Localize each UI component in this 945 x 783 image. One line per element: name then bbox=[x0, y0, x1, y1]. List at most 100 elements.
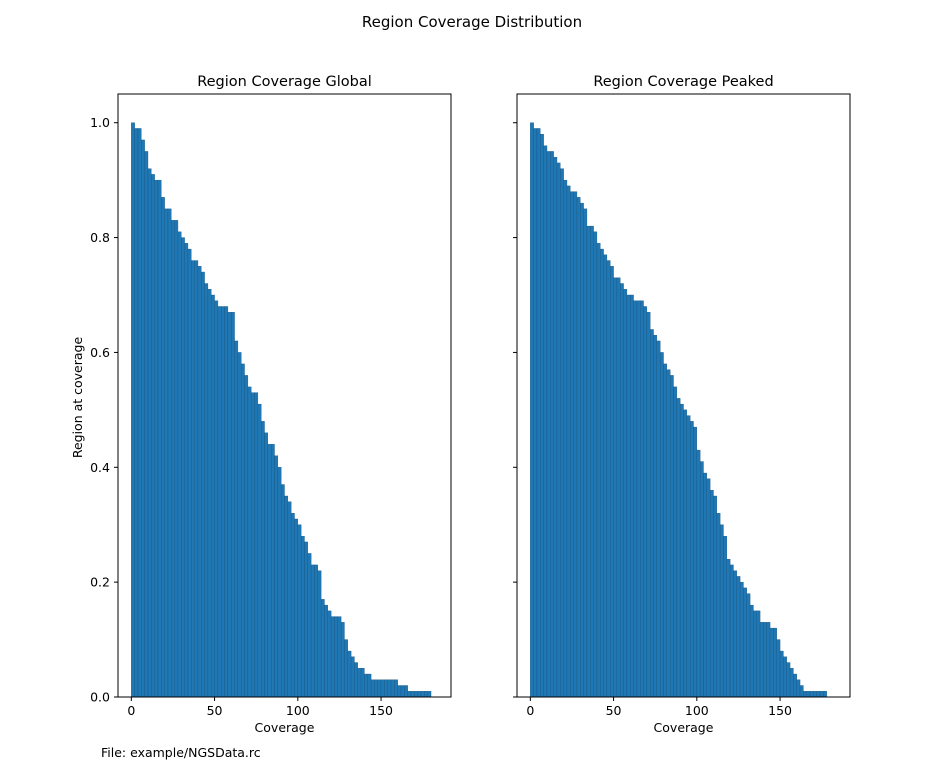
bar-peaked-10 bbox=[563, 179, 568, 698]
bar-peaked-20 bbox=[596, 243, 601, 698]
bar-global-21 bbox=[201, 271, 205, 698]
bar-global-55 bbox=[314, 564, 318, 698]
bar-global-42 bbox=[271, 444, 275, 698]
bar-peaked-65 bbox=[746, 593, 751, 698]
bar-global-73 bbox=[374, 679, 378, 698]
bar-peaked-41 bbox=[666, 369, 671, 698]
bar-peaked-58 bbox=[723, 536, 727, 698]
bar-peaked-86 bbox=[816, 691, 821, 698]
bar-peaked-22 bbox=[603, 254, 608, 698]
bar-global-46 bbox=[284, 495, 289, 698]
bar-peaked-82 bbox=[803, 691, 807, 698]
bar-global-59 bbox=[327, 610, 332, 698]
chart-global: Region Coverage Global 0 50 100 150 0.0 0.2 0.4… bbox=[70, 74, 452, 735]
bar-peaked-52 bbox=[703, 472, 707, 698]
bar-global-17 bbox=[187, 248, 192, 698]
bar-peaked-17 bbox=[586, 225, 591, 698]
bar-peaked-11 bbox=[566, 185, 571, 698]
bar-peaked-14 bbox=[576, 197, 581, 698]
bar-global-22 bbox=[204, 283, 209, 698]
bar-global-9 bbox=[161, 197, 165, 698]
bar-global-49 bbox=[294, 518, 298, 698]
bar-global-14 bbox=[177, 231, 182, 698]
bar-global-27 bbox=[221, 306, 225, 698]
y-tick-label-global-5: 1.0 bbox=[90, 115, 110, 130]
bar-global-70 bbox=[364, 673, 368, 698]
bar-global-41 bbox=[267, 444, 272, 698]
bar-peaked-61 bbox=[733, 570, 737, 698]
bar-global-45 bbox=[280, 484, 285, 698]
bar-global-66 bbox=[350, 656, 355, 698]
bar-peaked-53 bbox=[706, 478, 711, 698]
bar-peaked-42 bbox=[670, 375, 674, 698]
bar-peaked-55 bbox=[713, 495, 717, 698]
bar-peaked-29 bbox=[626, 294, 631, 698]
bar-peaked-9 bbox=[560, 168, 564, 698]
bar-global-30 bbox=[231, 312, 235, 698]
bar-global-79 bbox=[394, 679, 398, 698]
bar-global-54 bbox=[310, 564, 315, 698]
bar-peaked-12 bbox=[570, 191, 574, 698]
bar-global-62 bbox=[337, 616, 342, 698]
bar-global-32 bbox=[237, 352, 242, 698]
bar-peaked-72 bbox=[769, 627, 774, 698]
bar-peaked-39 bbox=[660, 352, 664, 698]
bar-peaked-30 bbox=[630, 294, 634, 698]
bar-global-64 bbox=[344, 639, 348, 698]
bar-peaked-54 bbox=[709, 490, 714, 698]
y-tick-label-global-2: 0.4 bbox=[90, 460, 110, 475]
bar-peaked-56 bbox=[716, 513, 721, 698]
bar-global-56 bbox=[317, 570, 322, 698]
bar-peaked-34 bbox=[643, 306, 648, 698]
bar-peaked-13 bbox=[573, 191, 578, 698]
bar-peaked-24 bbox=[610, 266, 614, 698]
bar-global-35 bbox=[247, 386, 252, 698]
bar-global-23 bbox=[207, 289, 212, 698]
chart-title-global: Region Coverage Global bbox=[197, 74, 372, 90]
bar-global-20 bbox=[197, 266, 202, 698]
y-tick-label-global-4: 0.8 bbox=[90, 230, 110, 245]
x-axis-label-peaked: Coverage bbox=[654, 720, 714, 735]
bar-peaked-0 bbox=[530, 122, 534, 698]
bar-global-2 bbox=[137, 128, 142, 698]
bar-peaked-83 bbox=[806, 691, 811, 698]
bar-global-74 bbox=[377, 679, 382, 698]
bar-peaked-67 bbox=[753, 610, 757, 698]
bar-global-60 bbox=[330, 616, 335, 698]
bar-global-86 bbox=[417, 691, 422, 698]
bar-global-51 bbox=[300, 536, 305, 698]
bar-global-71 bbox=[367, 673, 372, 698]
chart-title-peaked: Region Coverage Peaked bbox=[593, 74, 773, 90]
bar-global-11 bbox=[167, 208, 172, 698]
x-tick-label-peaked-1: 50 bbox=[606, 703, 622, 718]
bar-global-10 bbox=[164, 208, 169, 698]
bar-peaked-6 bbox=[550, 151, 554, 698]
x-tick-label-global-2: 100 bbox=[286, 703, 310, 718]
bar-global-65 bbox=[347, 650, 352, 698]
bar-global-87 bbox=[420, 691, 425, 698]
bar-global-75 bbox=[380, 679, 385, 698]
bar-peaked-8 bbox=[556, 162, 561, 698]
bar-global-3 bbox=[141, 139, 145, 698]
bar-peaked-45 bbox=[679, 403, 684, 698]
bar-global-38 bbox=[257, 403, 262, 698]
bar-global-61 bbox=[334, 616, 338, 698]
bar-global-25 bbox=[214, 300, 219, 698]
bar-peaked-23 bbox=[606, 260, 611, 698]
bar-peaked-75 bbox=[779, 650, 784, 698]
bar-peaked-60 bbox=[729, 564, 734, 698]
bar-peaked-25 bbox=[613, 277, 618, 698]
bar-global-39 bbox=[261, 421, 265, 698]
bar-peaked-32 bbox=[636, 300, 641, 698]
bar-global-0 bbox=[131, 122, 135, 698]
plot-frame-peaked bbox=[516, 93, 851, 698]
bar-peaked-51 bbox=[699, 461, 704, 698]
bar-peaked-84 bbox=[809, 691, 814, 698]
bar-global-4 bbox=[144, 151, 149, 698]
bar-peaked-5 bbox=[546, 151, 551, 698]
bar-peaked-3 bbox=[540, 134, 544, 698]
bar-peaked-1 bbox=[533, 128, 538, 698]
bar-global-52 bbox=[304, 541, 308, 698]
bar-peaked-62 bbox=[736, 576, 741, 698]
